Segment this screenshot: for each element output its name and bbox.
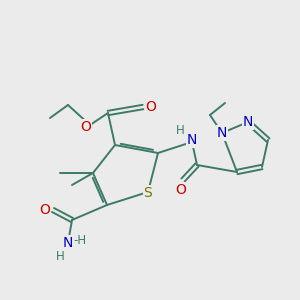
Text: O: O xyxy=(176,183,186,197)
Text: N: N xyxy=(187,133,197,147)
Text: N: N xyxy=(243,115,253,129)
Text: H: H xyxy=(176,124,184,137)
Text: S: S xyxy=(144,186,152,200)
Text: O: O xyxy=(146,100,156,114)
Text: H: H xyxy=(56,250,64,263)
Text: O: O xyxy=(40,203,50,217)
Text: N: N xyxy=(217,126,227,140)
Text: N: N xyxy=(63,236,73,250)
Text: -H: -H xyxy=(74,233,87,247)
Text: O: O xyxy=(81,120,92,134)
